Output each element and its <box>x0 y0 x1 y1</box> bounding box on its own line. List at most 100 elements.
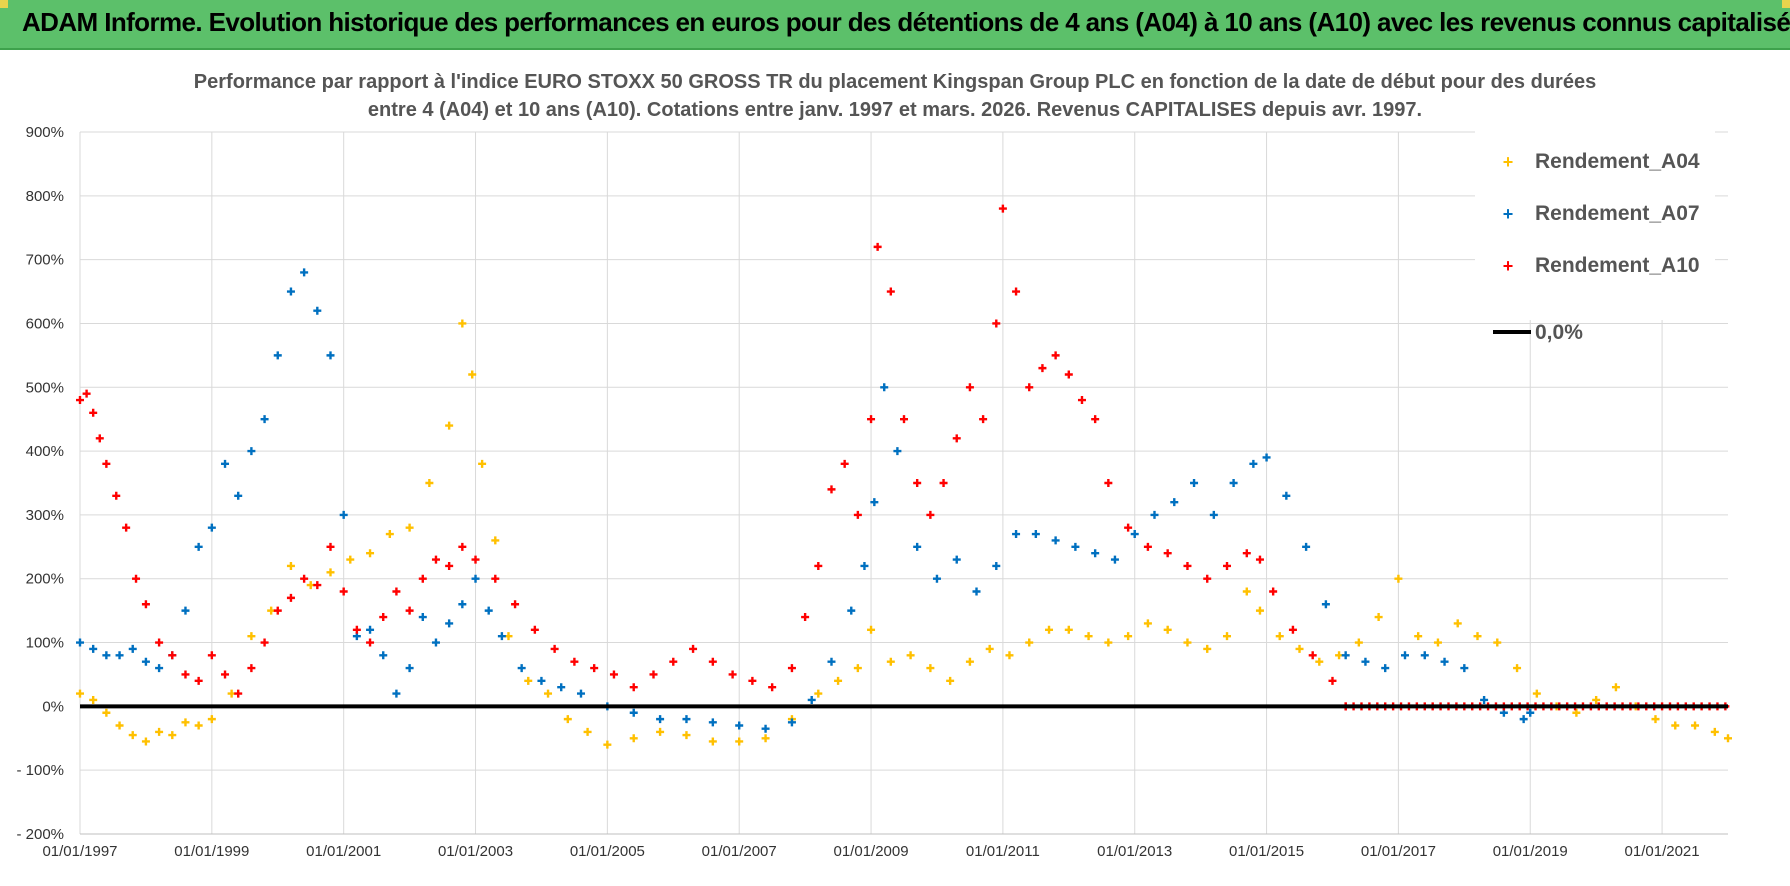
data-point <box>115 721 124 730</box>
y-tick-label: - 200% <box>16 826 64 843</box>
data-point <box>656 727 665 736</box>
data-point <box>1651 715 1660 724</box>
data-point <box>352 625 361 634</box>
data-point <box>1223 561 1232 570</box>
data-point <box>181 670 190 679</box>
data-point <box>517 664 526 673</box>
data-point <box>827 657 836 666</box>
data-point <box>537 676 546 685</box>
data-point <box>1091 415 1100 424</box>
data-point <box>102 459 111 468</box>
data-point <box>1513 664 1522 673</box>
data-point <box>998 204 1007 213</box>
data-point <box>926 664 935 673</box>
data-point <box>405 523 414 532</box>
data-point <box>286 561 295 570</box>
data-point <box>926 510 935 519</box>
data-point <box>1124 523 1133 532</box>
y-tick-label: 400% <box>26 443 64 460</box>
data-point <box>900 415 908 424</box>
data-point <box>122 523 131 532</box>
x-tick-label: 01/01/2007 <box>702 843 777 860</box>
data-point <box>326 351 335 360</box>
data-point <box>873 242 882 251</box>
data-point <box>1163 549 1172 558</box>
data-point <box>1328 676 1337 685</box>
data-point <box>155 664 164 673</box>
data-point <box>570 657 579 666</box>
legend-marker-a04: + <box>1503 152 1514 172</box>
data-point <box>952 555 961 564</box>
data-point <box>1308 651 1317 660</box>
data-point <box>1091 549 1100 558</box>
data-point <box>385 530 394 539</box>
data-point <box>1249 459 1258 468</box>
x-tick-label: 01/01/2005 <box>570 843 645 860</box>
scatter-chart: 01/01/1997 01/01/1999 01/01/2001 01/01/2003… <box>16 71 1732 860</box>
data-point <box>1519 715 1528 724</box>
data-point <box>787 664 796 673</box>
data-point <box>431 555 440 564</box>
data-point <box>1275 632 1284 641</box>
data-point <box>491 536 500 545</box>
data-point <box>1143 619 1152 628</box>
data-point <box>82 389 91 398</box>
data-point <box>247 632 256 641</box>
data-point <box>234 689 243 698</box>
data-point <box>867 625 876 634</box>
data-point <box>115 651 124 660</box>
y-tick-label: 100% <box>26 635 64 652</box>
data-point <box>557 683 566 692</box>
data-point <box>840 459 849 468</box>
data-point <box>1051 351 1060 360</box>
data-point <box>1354 638 1363 647</box>
data-point <box>221 670 230 679</box>
data-point <box>985 644 994 653</box>
data-point <box>1420 651 1429 660</box>
data-point <box>609 670 618 679</box>
data-point <box>1110 555 1119 564</box>
data-point <box>313 581 322 590</box>
data-point <box>1295 644 1304 653</box>
data-point <box>326 542 335 551</box>
data-point <box>1223 632 1232 641</box>
data-point <box>1203 644 1212 653</box>
data-point <box>1071 542 1080 551</box>
data-point <box>247 664 256 673</box>
data-point <box>827 485 836 494</box>
data-point <box>814 561 823 570</box>
data-point <box>326 568 335 577</box>
data-point <box>1051 536 1060 545</box>
data-point <box>992 319 1001 328</box>
data-point <box>339 587 348 596</box>
data-point <box>979 415 988 424</box>
data-point <box>379 651 388 660</box>
data-point <box>1064 625 1073 634</box>
data-point <box>1124 632 1133 641</box>
data-point <box>735 737 744 746</box>
data-point <box>76 638 84 647</box>
data-point <box>260 415 269 424</box>
data-point <box>431 638 440 647</box>
data-point <box>273 606 282 615</box>
x-tick-label: 01/01/2009 <box>834 843 909 860</box>
data-point <box>478 459 487 468</box>
data-point <box>366 549 375 558</box>
data-point <box>629 708 638 717</box>
data-point <box>735 721 744 730</box>
data-point <box>1460 664 1469 673</box>
corner-marker <box>1782 0 1790 8</box>
y-tick-label: 800% <box>26 188 64 205</box>
x-tick-label: 01/01/2011 <box>966 843 1040 860</box>
data-point <box>853 664 862 673</box>
data-point <box>1592 695 1601 704</box>
data-point <box>870 498 879 507</box>
data-point <box>913 479 922 487</box>
data-point <box>1526 708 1535 717</box>
data-point <box>379 613 388 622</box>
data-point <box>511 600 520 609</box>
data-point <box>392 689 401 698</box>
data-point <box>1282 491 1291 500</box>
series-rendement-a07 <box>76 268 1535 733</box>
data-point <box>339 510 348 519</box>
